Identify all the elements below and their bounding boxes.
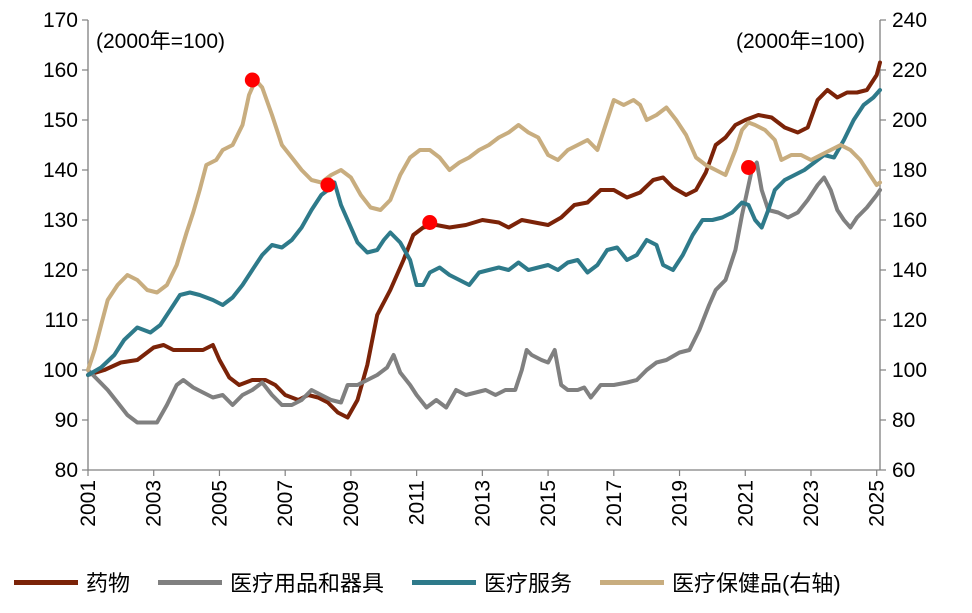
x-tick-label: 2025 [866,480,889,527]
y-right-tick-label: 100 [892,359,927,382]
legend-label: 医疗用品和器具 [230,571,385,596]
y-right-tick-label: 160 [892,209,927,232]
series-line-1 [86,60,882,420]
y-right-tick-label: 120 [892,309,927,332]
series-line-3 [86,88,882,377]
x-tick-label: 2013 [471,480,494,527]
axes: 80 90 100 110 120 130 140 150 160 170 60 80 100 120 14… [43,9,927,527]
legend-swatch [412,579,477,585]
y-left-tick-label: 110 [45,309,78,332]
y-left-tick-label: 140 [43,159,78,182]
y-left-tick-label: 170 [43,9,78,32]
x-tick-label: 2017 [603,480,626,527]
highlight-marker-1 [244,72,260,88]
x-tick-label: 2003 [143,480,166,527]
x-tick-label: 2011 [406,480,429,525]
legend-label: 医疗服务 [484,571,573,596]
legend-item-2: 医疗用品和器具 [158,566,384,598]
highlight-marker-3 [422,215,438,230]
y-right-tick-label: 140 [892,259,927,282]
legend-item-4: 医疗保健品(右轴) [600,566,841,598]
y-left-tick-label: 150 [43,109,78,132]
legend-swatch [14,579,78,585]
y-left-tick-label: 90 [55,409,78,432]
x-tick-label: 2023 [800,480,823,527]
y-right-tick-label: 180 [892,159,927,182]
marker-layer [244,72,757,230]
chart-area: 80 90 100 110 120 130 140 150 160 170 60 80 100 120 14… [43,9,927,527]
legend-swatch [600,579,665,585]
y-right-tick-label: 200 [892,109,927,132]
series-layer [86,60,882,425]
legend-label: 药物 [86,571,131,596]
y-left-tick-label: 120 [43,259,78,282]
legend-swatch [158,579,223,585]
highlight-marker-4 [741,160,757,175]
y-right-tick-label: 240 [892,9,927,32]
legend-label: 医疗保健品(右轴) [672,571,841,596]
legend-item-1: 药物 [14,566,130,598]
y-right-tick-label: 220 [892,59,927,82]
x-tick-label: 2015 [537,480,560,527]
x-tick-label: 2005 [208,480,231,527]
y-left-tick-label: 130 [43,209,78,232]
x-tick-label: 2009 [340,480,363,527]
highlight-marker-2 [320,177,336,193]
x-tick-label: 2019 [669,480,692,527]
legend: 药物 医疗用品和器具 医疗服务 医疗保健品(右轴) [14,564,972,600]
y-left-tick-label: 80 [55,459,78,482]
y-left-tick-label: 100 [43,359,78,382]
y-right-tick-label: 60 [892,459,915,482]
legend-item-3: 医疗服务 [412,566,572,598]
series-line-2 [86,160,882,425]
y-left-tick-label: 160 [43,59,78,82]
x-tick-label: 2001 [77,480,100,527]
left-axis-annotation: (2000年=100) [96,30,225,53]
series-line-4 [86,78,882,372]
right-axis-annotation: (2000年=100) [736,30,865,53]
x-tick-label: 2021 [734,480,757,527]
y-right-tick-label: 80 [892,409,915,432]
x-tick-label: 2007 [274,480,297,527]
